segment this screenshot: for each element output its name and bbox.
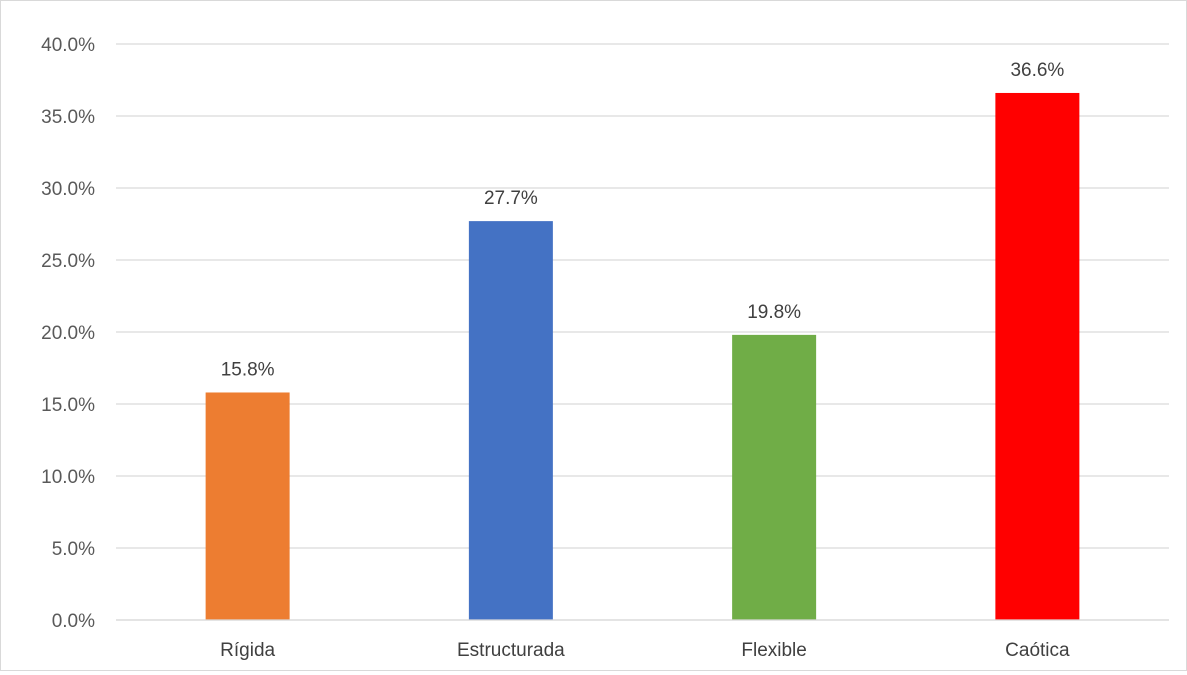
bar-estructurada <box>468 221 553 620</box>
bars <box>205 92 1080 620</box>
data-label: 19.8% <box>747 302 801 323</box>
bar-rígida <box>205 392 290 620</box>
y-tick-label: 25.0% <box>41 251 95 272</box>
bar-flexible <box>732 334 817 620</box>
y-tick-label: 0.0% <box>52 611 95 632</box>
x-category-label: Caótica <box>1005 640 1070 661</box>
y-tick-label: 40.0% <box>41 35 95 56</box>
data-labels: 15.8% 27.7% 19.8% 36.6% <box>221 60 1065 381</box>
data-label: 15.8% <box>221 359 275 380</box>
y-tick-label: 5.0% <box>52 539 95 560</box>
y-tick-label: 35.0% <box>41 107 95 128</box>
y-tick-label: 10.0% <box>41 467 95 488</box>
x-axis: Rígida Estructurada Flexible Caótica <box>116 619 1169 661</box>
x-category-label: Estructurada <box>457 640 565 661</box>
y-axis: 0.0% 5.0% 10.0% 15.0% 20.0% 25.0% 30.0% 35.0% 40… <box>41 35 95 632</box>
y-tick-label: 15.0% <box>41 395 95 416</box>
gridlines <box>116 43 1169 621</box>
x-category-label: Flexible <box>741 640 806 661</box>
y-tick-label: 30.0% <box>41 179 95 200</box>
bar-caótica <box>995 92 1080 620</box>
data-label: 36.6% <box>1010 60 1064 81</box>
y-tick-label: 20.0% <box>41 323 95 344</box>
data-label: 27.7% <box>484 188 538 209</box>
x-category-label: Rígida <box>220 640 275 661</box>
